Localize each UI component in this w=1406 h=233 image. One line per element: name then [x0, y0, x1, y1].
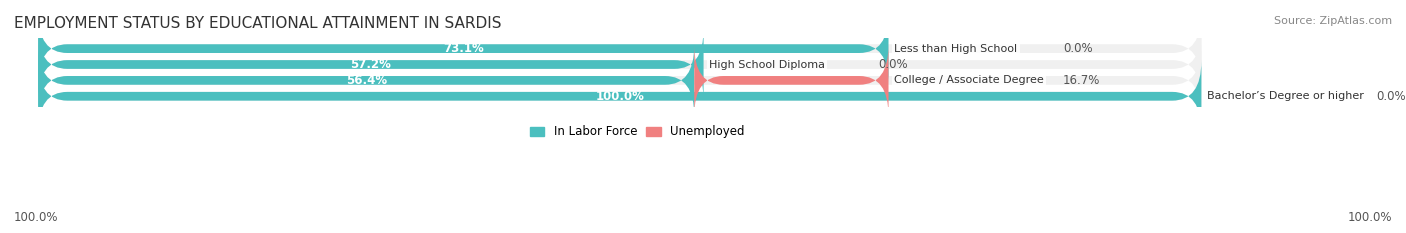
FancyBboxPatch shape: [38, 45, 695, 116]
Text: 56.4%: 56.4%: [346, 74, 387, 87]
Text: Bachelor’s Degree or higher: Bachelor’s Degree or higher: [1208, 91, 1364, 101]
Text: 16.7%: 16.7%: [1063, 74, 1101, 87]
Text: 0.0%: 0.0%: [1063, 42, 1092, 55]
Text: EMPLOYMENT STATUS BY EDUCATIONAL ATTAINMENT IN SARDIS: EMPLOYMENT STATUS BY EDUCATIONAL ATTAINM…: [14, 16, 502, 31]
Text: 73.1%: 73.1%: [443, 42, 484, 55]
Text: 100.0%: 100.0%: [14, 211, 59, 224]
Text: College / Associate Degree: College / Associate Degree: [894, 75, 1045, 85]
FancyBboxPatch shape: [38, 29, 703, 100]
FancyBboxPatch shape: [38, 13, 1201, 84]
Legend: In Labor Force, Unemployed: In Labor Force, Unemployed: [530, 125, 745, 138]
FancyBboxPatch shape: [38, 61, 1201, 132]
FancyBboxPatch shape: [695, 45, 889, 116]
FancyBboxPatch shape: [38, 61, 1201, 132]
Text: 100.0%: 100.0%: [595, 90, 644, 103]
Text: 57.2%: 57.2%: [350, 58, 391, 71]
Text: 0.0%: 0.0%: [1376, 90, 1406, 103]
Text: Less than High School: Less than High School: [894, 44, 1018, 54]
FancyBboxPatch shape: [38, 45, 1201, 116]
Text: 0.0%: 0.0%: [877, 58, 908, 71]
Text: High School Diploma: High School Diploma: [710, 59, 825, 69]
Text: Source: ZipAtlas.com: Source: ZipAtlas.com: [1274, 16, 1392, 26]
Text: 100.0%: 100.0%: [1347, 211, 1392, 224]
FancyBboxPatch shape: [38, 13, 889, 84]
FancyBboxPatch shape: [38, 29, 1201, 100]
